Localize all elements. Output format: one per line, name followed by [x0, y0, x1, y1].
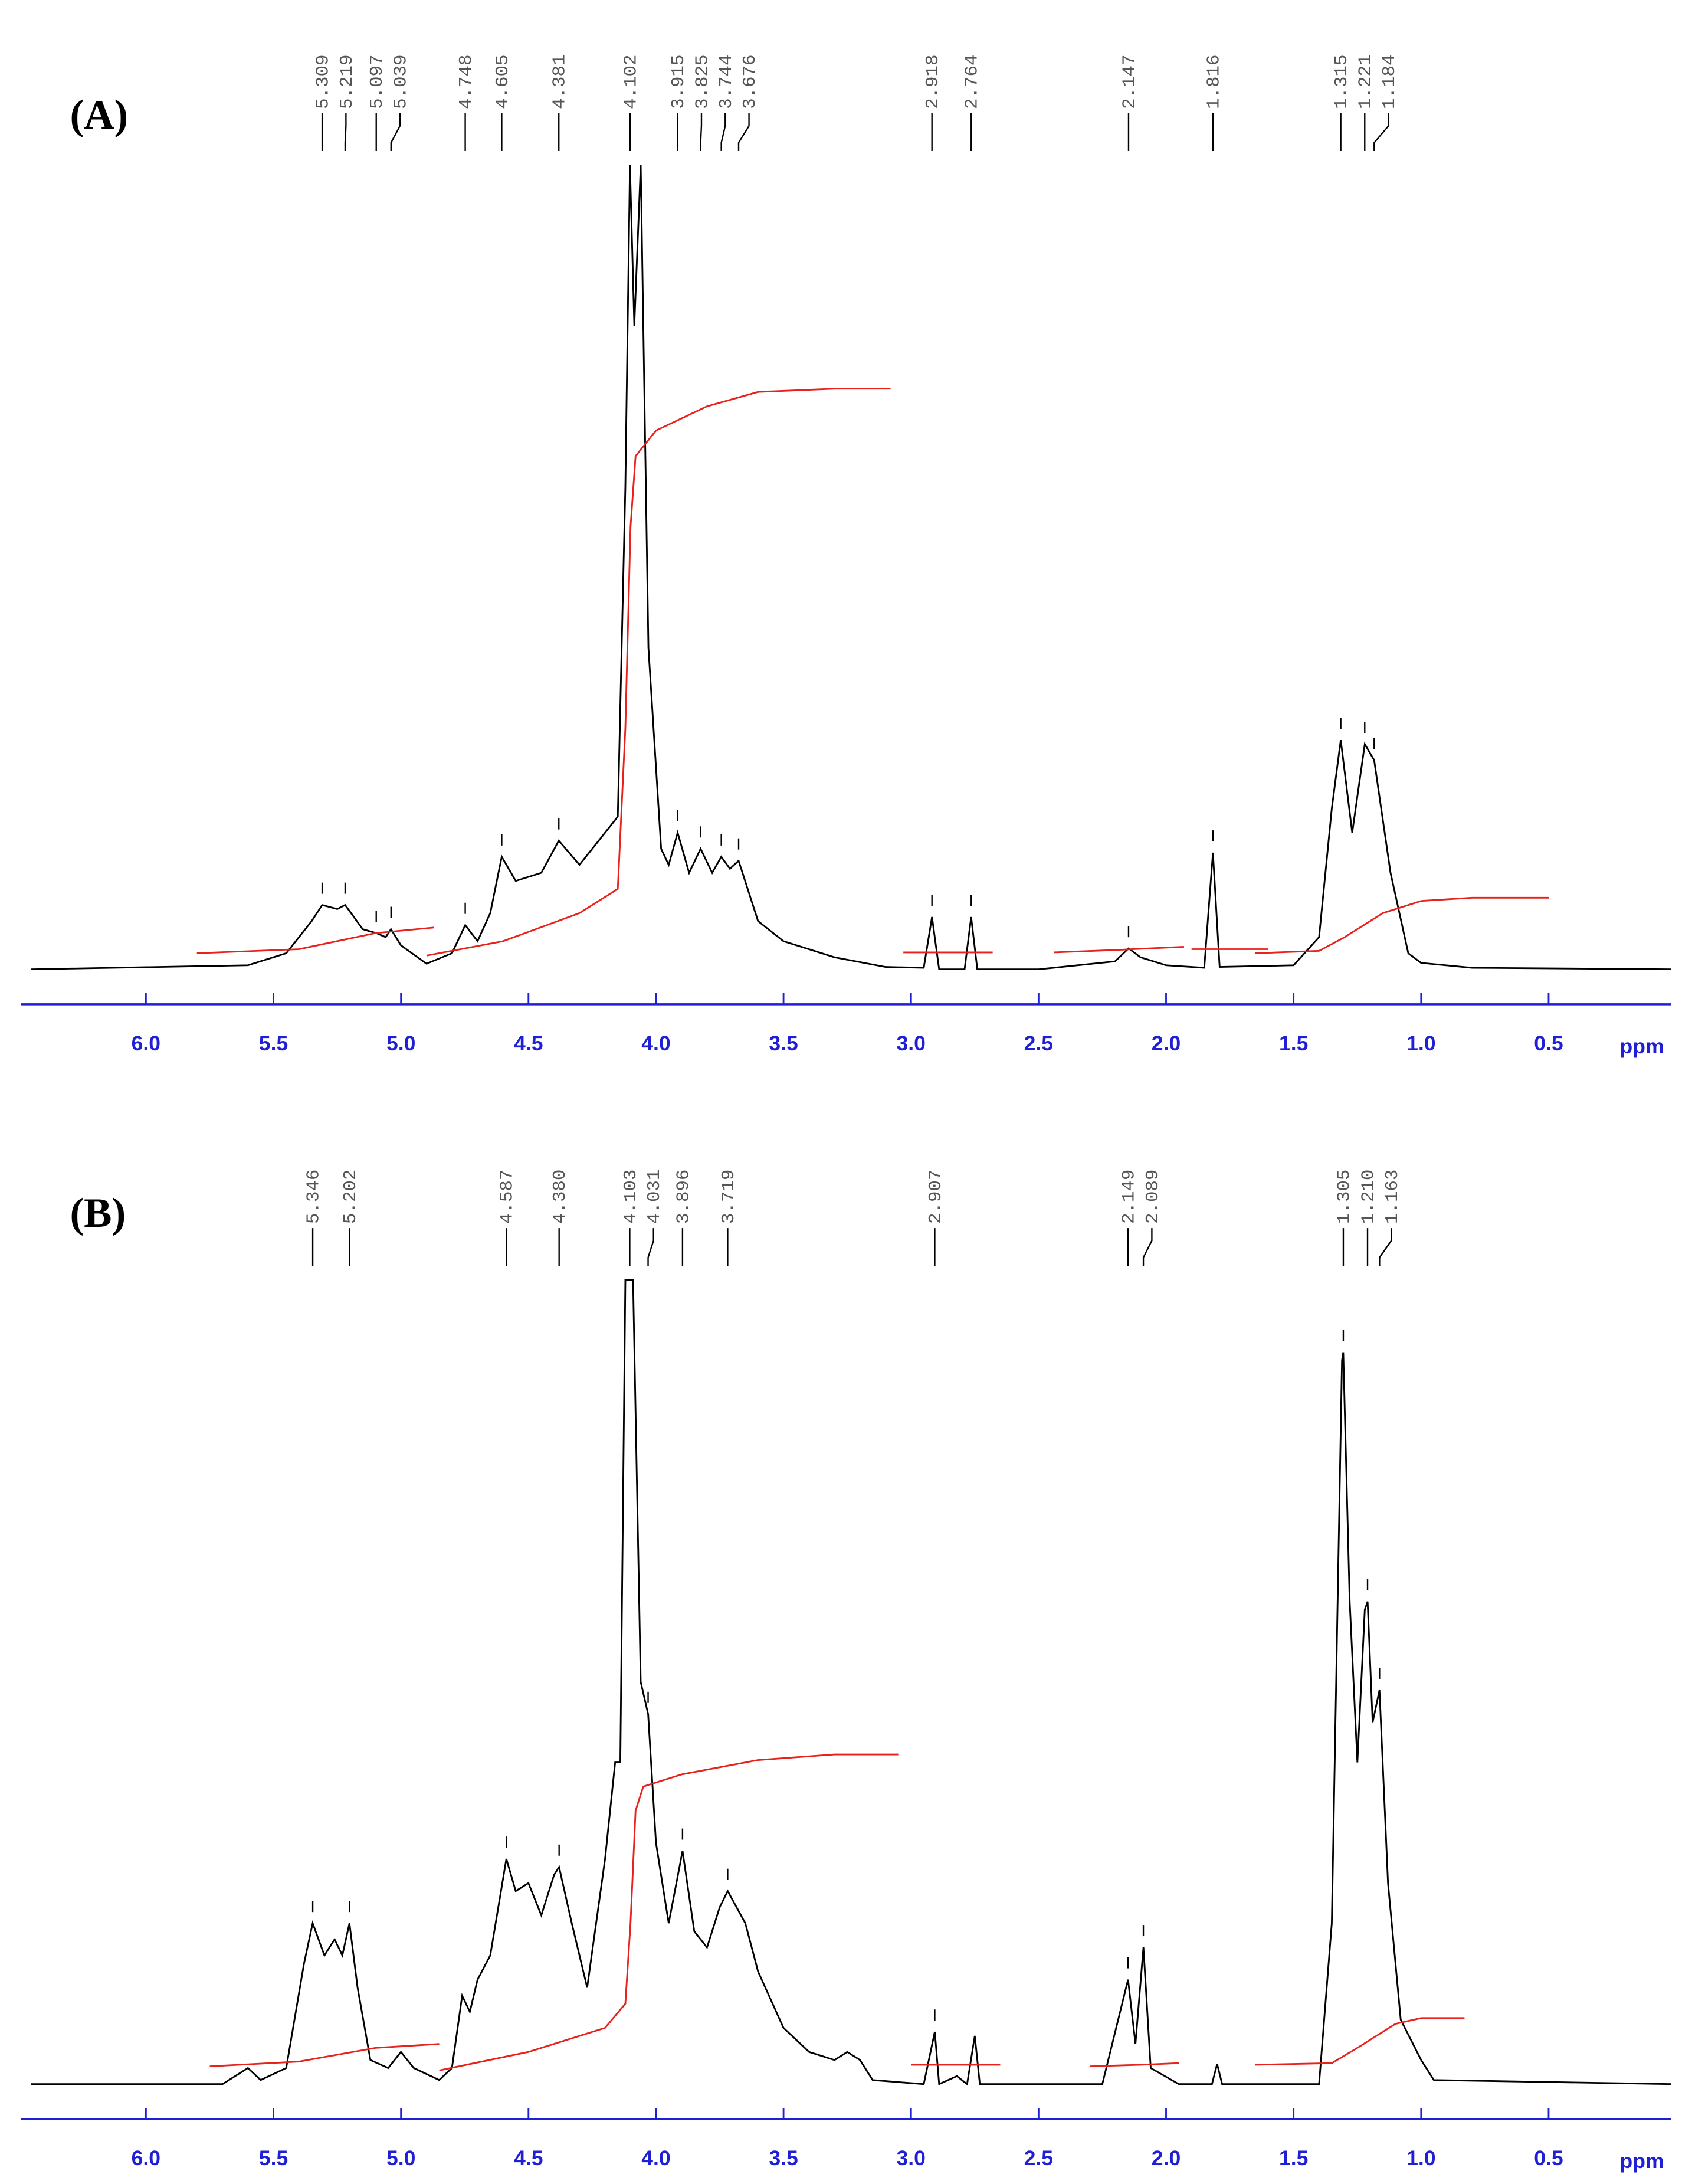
- peak-connector: [344, 113, 347, 152]
- peak-label: 2.147: [1119, 55, 1140, 109]
- peak-connector: [737, 113, 750, 152]
- x-tick-label: 2.0: [1152, 2146, 1181, 2170]
- peak-label: 2.764: [962, 55, 983, 109]
- integral-curve: [1054, 946, 1184, 954]
- panel-label: (B): [70, 1190, 126, 1236]
- x-tick-label: 4.5: [514, 1032, 543, 1055]
- x-axis-label: ppm: [1620, 2149, 1664, 2173]
- peak-label: 4.605: [493, 55, 513, 109]
- spectrum-line: [31, 165, 1671, 971]
- x-tick-label: 3.5: [769, 2146, 798, 2170]
- x-tick-label: 6.0: [132, 2146, 160, 2170]
- peak-label: 4.103: [621, 1170, 641, 1224]
- peak-label: 5.309: [313, 55, 334, 109]
- peak-label: 1.315: [1332, 55, 1352, 109]
- peak-label: 5.097: [367, 55, 388, 109]
- x-tick-label: 2.5: [1024, 2146, 1053, 2170]
- peak-label: 5.039: [391, 55, 412, 109]
- x-tick-label: 3.0: [897, 1032, 926, 1055]
- x-tick-label: 1.5: [1279, 2146, 1308, 2170]
- x-tick-label: 0.5: [1534, 1032, 1563, 1055]
- x-tick-label: 3.0: [897, 2146, 926, 2170]
- x-tick-label: 1.0: [1406, 2146, 1435, 2170]
- x-tick-label: 0.5: [1534, 2146, 1563, 2170]
- peak-connector: [1379, 1228, 1392, 1266]
- peak-label: 4.380: [550, 1170, 570, 1224]
- integral-curve: [439, 1753, 899, 2071]
- integral-curve: [1089, 2062, 1179, 2068]
- x-tick-label: 1.0: [1406, 1032, 1435, 1055]
- peak-label: 3.676: [740, 55, 760, 109]
- peak-label: 1.210: [1359, 1170, 1379, 1224]
- peak-connector: [390, 113, 401, 152]
- peak-label: 4.587: [497, 1170, 518, 1224]
- x-tick-label: 5.5: [259, 2146, 288, 2170]
- peak-label: 5.202: [340, 1170, 361, 1224]
- peak-label: 1.184: [1379, 55, 1400, 109]
- peak-label: 3.896: [673, 1170, 694, 1224]
- peak-label: 4.102: [621, 55, 641, 109]
- peak-label: 4.381: [550, 55, 570, 109]
- peak-label: 1.816: [1204, 55, 1225, 109]
- peak-label: 1.305: [1334, 1170, 1355, 1224]
- peak-connector: [1373, 113, 1389, 152]
- peak-label: 3.915: [668, 55, 689, 109]
- x-tick-label: 4.0: [641, 2146, 670, 2170]
- x-tick-label: 5.0: [386, 2146, 415, 2170]
- x-axis-label: ppm: [1620, 1034, 1664, 1058]
- spectrum-panel: (B) 6.0 5.5 5.0 4.5 4.0 3.5 3.0 2.5 2.0 1.5 1.0 0.5 p…: [21, 1170, 1671, 2173]
- peak-label: 5.346: [304, 1170, 324, 1224]
- x-tick-label: 5.0: [386, 1032, 415, 1055]
- x-tick-label: 2.5: [1024, 1032, 1053, 1055]
- x-tick-label: 1.5: [1279, 1032, 1308, 1055]
- integral-curve: [209, 2043, 440, 2068]
- peak-label: 5.219: [337, 55, 358, 109]
- peak-label: 4.748: [456, 55, 477, 109]
- peak-label: 1.221: [1356, 55, 1376, 109]
- peak-label: 2.918: [923, 55, 943, 109]
- x-tick-label: 6.0: [132, 1032, 160, 1055]
- peak-connector: [1142, 1228, 1153, 1266]
- peak-label: 2.089: [1143, 1170, 1163, 1224]
- peak-label: 1.163: [1382, 1170, 1403, 1224]
- peak-label: 4.031: [644, 1170, 665, 1224]
- peak-label: 2.149: [1119, 1170, 1140, 1224]
- x-tick-label: 4.0: [641, 1032, 670, 1055]
- x-tick-label: 5.5: [259, 1032, 288, 1055]
- peak-label: 2.907: [926, 1170, 946, 1224]
- x-tick-label: 4.5: [514, 2146, 543, 2170]
- x-tick-label: 3.5: [769, 1032, 798, 1055]
- panel-label: (A): [70, 92, 129, 138]
- integral-curve: [1255, 2017, 1465, 2066]
- peak-connector: [647, 1228, 654, 1266]
- peak-label: 3.825: [692, 55, 713, 109]
- spectrum-panel: (A) 6.0 5.5 5.0 4.5 4.0 3.5 3.0 2.5 2.0 1.5 1.0 0.5 p…: [21, 55, 1671, 1058]
- integral-curve: [426, 388, 891, 957]
- spectrum-line: [31, 1279, 1671, 2086]
- x-tick-label: 2.0: [1152, 1032, 1181, 1055]
- peak-connector: [720, 113, 726, 152]
- peak-label: 3.744: [716, 55, 737, 109]
- integral-curve: [196, 926, 435, 954]
- integral-curve: [1255, 896, 1549, 954]
- peak-label: 3.719: [719, 1170, 739, 1224]
